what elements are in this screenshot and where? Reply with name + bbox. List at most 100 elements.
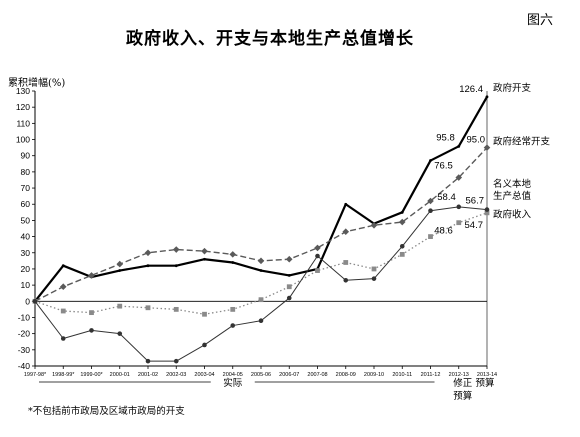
data-point [455, 174, 463, 181]
x-tick-label: 2008-09 [336, 372, 356, 378]
y-tick-label: 130 [16, 86, 30, 96]
data-point [398, 218, 406, 226]
data-label: 126.4 [459, 84, 483, 95]
data-point [116, 260, 124, 268]
period-label-revised: 修正 [453, 377, 473, 389]
data-point [202, 311, 207, 317]
data-point [229, 251, 237, 258]
axes [34, 91, 488, 367]
x-tick-label: 2011-12 [421, 372, 441, 378]
data-point [342, 228, 350, 236]
y-tick-label: 110 [16, 118, 30, 128]
data-point [314, 244, 321, 252]
data-point [117, 331, 123, 336]
y-tick-label: -30 [18, 345, 31, 355]
data-point [371, 266, 377, 272]
data-point [484, 210, 490, 216]
period-label-revised: 预算 [453, 390, 472, 402]
y-tick-label: 0 [25, 296, 30, 306]
data-point [456, 220, 462, 226]
data-point [145, 358, 151, 364]
data-label: 54.7 [465, 220, 484, 231]
x-tick-label: 2006-07 [279, 372, 299, 378]
data-point [259, 269, 263, 272]
data-point [89, 328, 94, 333]
data-point [230, 323, 236, 328]
x-tick-label: 2004-05 [223, 372, 243, 378]
data-label: 95.8 [436, 132, 455, 143]
data-point [231, 261, 235, 264]
data-point [399, 251, 405, 257]
y-ticks: -40 -30 -20 -10 0 10 20 30 40 50 60 70 80 90 100 110 120… [16, 86, 35, 371]
x-tick-label: 2003-04 [194, 372, 214, 378]
data-point [286, 295, 292, 301]
period-label-actual: 实际 [223, 377, 243, 389]
y-tick-label: 50 [21, 215, 31, 225]
data-point [258, 318, 264, 324]
data-point [485, 95, 489, 99]
data-point [89, 310, 94, 316]
y-tick-label: -20 [18, 329, 31, 339]
data-point [429, 159, 432, 162]
data-point [427, 197, 434, 205]
x-tick-label: 2012-13 [449, 372, 469, 378]
data-point [286, 284, 292, 290]
series-line-3 [34, 206, 488, 362]
data-point [201, 247, 208, 255]
data-point [88, 272, 95, 279]
data-label: 56.7 [466, 196, 485, 207]
x-tick-label: 1998-99* [52, 372, 75, 378]
series-name-label: 生产总值 [493, 190, 532, 202]
y-tick-label: 70 [21, 183, 31, 193]
data-point [59, 283, 67, 291]
data-point [287, 274, 291, 277]
data-point [428, 234, 433, 239]
x-tick-label: 1997-98* [24, 372, 47, 378]
x-ticks: 1997-98* 1998-99* 1999-00* 2000-01 2001-02 20… [24, 366, 497, 378]
data-point [146, 264, 150, 268]
data-point [457, 144, 461, 148]
y-tick-label: 20 [21, 264, 31, 274]
y-tick-label: 80 [21, 167, 31, 177]
x-tick-label: 2005-06 [251, 372, 271, 378]
data-point [456, 204, 462, 210]
data-point [61, 264, 65, 268]
x-tick-label: 1999-00* [80, 372, 103, 378]
data-point [343, 260, 349, 265]
data-point [343, 277, 349, 283]
data-labels: 126.4 95.8 95.0 76.5 58.4 56.7 48.6 54.7 [434, 84, 485, 237]
data-point [257, 257, 265, 265]
x-tick-label: 2000-01 [110, 372, 130, 378]
data-point [399, 243, 405, 249]
y-tick-label: 90 [21, 151, 31, 161]
data-point [285, 255, 293, 263]
data-point [428, 208, 433, 214]
data-point [60, 308, 66, 314]
x-tick-label: 2007-08 [307, 372, 327, 378]
data-point [315, 253, 320, 259]
y-tick-label: 100 [16, 135, 30, 145]
footnote: *不包括前市政局及区域市政局的开支 [28, 405, 185, 417]
data-point [117, 303, 123, 309]
data-point [172, 246, 180, 253]
series-group [31, 95, 491, 364]
data-label: 58.4 [437, 192, 456, 203]
data-point [371, 276, 377, 281]
data-label: 76.5 [434, 161, 453, 172]
data-label: 95.0 [467, 135, 486, 146]
data-point [315, 268, 320, 273]
y-tick-label: 30 [21, 248, 31, 258]
y-axis-label: 累积增幅(%) [8, 76, 65, 89]
x-tick-label: 2013-14 [477, 372, 497, 378]
y-tick-label: -40 [18, 361, 31, 371]
data-point [173, 306, 179, 312]
data-point [203, 257, 206, 261]
data-point [230, 306, 236, 312]
data-point [118, 269, 122, 272]
data-point [173, 358, 179, 364]
data-point [484, 207, 490, 212]
x-tick-label: 2010-11 [392, 372, 412, 378]
data-point [344, 202, 348, 206]
